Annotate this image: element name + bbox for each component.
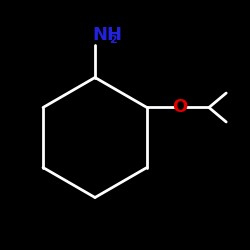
Text: O: O xyxy=(172,98,187,116)
Text: 2: 2 xyxy=(109,35,116,45)
Text: NH: NH xyxy=(92,26,122,44)
